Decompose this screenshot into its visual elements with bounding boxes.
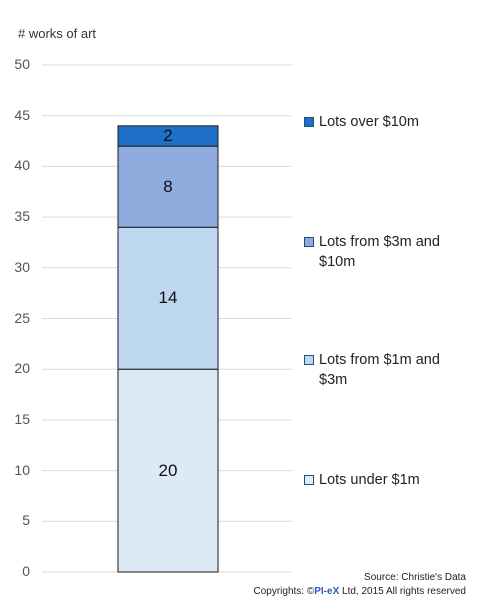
legend-label-1: Lots from $3m and $10m — [319, 234, 440, 270]
data-label-2: 8 — [163, 176, 173, 196]
copyright-prefix: Copyrights: © — [253, 586, 315, 597]
legend-label-2: Lots from $1m and $3m — [319, 352, 440, 388]
legend-swatch-0 — [304, 117, 314, 127]
y-tick-label-45: 45 — [14, 106, 30, 123]
data-label-3: 2 — [163, 125, 173, 145]
bar-segment-3 — [117, 125, 219, 147]
brand-pi: PI — [314, 586, 324, 597]
y-tick-label-40: 40 — [14, 157, 30, 174]
legend-swatch-3 — [304, 475, 314, 485]
legend-swatch-1 — [304, 237, 314, 247]
legend-swatch-2 — [304, 355, 314, 365]
bar-segment-2 — [117, 145, 219, 228]
brand-ex: eX — [327, 586, 340, 597]
bar-segment-1 — [117, 226, 219, 370]
y-tick-label-10: 10 — [14, 461, 30, 478]
data-label-0: 20 — [158, 460, 178, 480]
y-axis-label: # works of art — [18, 26, 97, 41]
y-tick-label-15: 15 — [14, 410, 30, 427]
legend-label-0: Lots over $10m — [319, 114, 419, 130]
source-note: Source: Christie's Data — [364, 572, 466, 583]
y-tick-label-5: 5 — [22, 512, 30, 529]
y-tick-label-50: 50 — [14, 56, 30, 72]
copyright-note: Copyrights: ©PI-eX Ltd, 2015 All rights … — [253, 586, 466, 597]
bar-segment-0 — [117, 368, 219, 573]
copyright-suffix: Ltd, 2015 All rights reserved — [339, 586, 466, 597]
y-tick-label-20: 20 — [14, 360, 30, 377]
y-tick-label-0: 0 — [22, 563, 30, 579]
data-label-1: 14 — [158, 288, 178, 308]
y-tick-label-35: 35 — [14, 208, 30, 225]
y-tick-label-25: 25 — [14, 309, 30, 326]
brand-dash: - — [323, 586, 328, 597]
legend-label-3: Lots under $1m — [319, 472, 420, 488]
y-tick-label-30: 30 — [14, 258, 30, 275]
